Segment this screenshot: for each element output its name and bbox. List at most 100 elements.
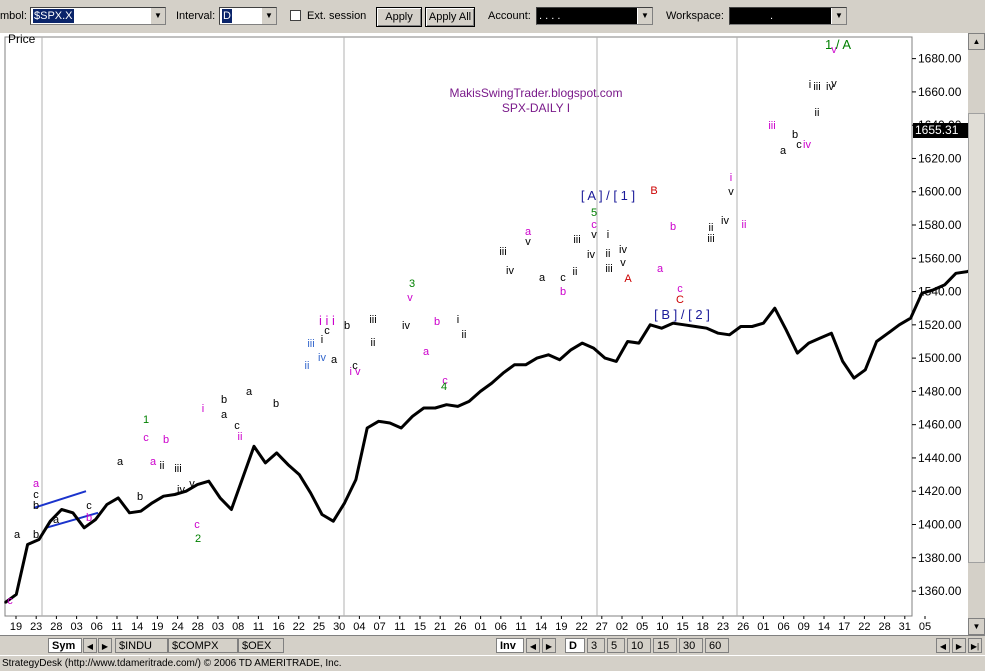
wave-label: 4 bbox=[441, 381, 447, 393]
y-tick-label: 1660.00 bbox=[918, 85, 962, 99]
plot-area bbox=[4, 36, 913, 617]
tab-interval-5[interactable]: 5 bbox=[607, 638, 625, 653]
price-point bbox=[570, 349, 572, 351]
x-tick-label: 04 bbox=[353, 621, 365, 633]
wave-label: A bbox=[624, 273, 632, 285]
x-tick-label: 26 bbox=[454, 621, 466, 633]
price-point bbox=[185, 490, 187, 493]
workspace-select[interactable]: . ▼ bbox=[729, 7, 847, 25]
apply-button[interactable]: Apply bbox=[376, 7, 422, 27]
account-label: Account: bbox=[488, 10, 531, 22]
x-tick-label: 08 bbox=[232, 621, 244, 633]
x-tick-label: 09 bbox=[798, 621, 810, 633]
wave-label: ii bbox=[371, 337, 376, 349]
x-tick-label: 03 bbox=[70, 621, 82, 633]
scroll-up-icon[interactable]: ▲ bbox=[968, 33, 985, 50]
tab-interval-15[interactable]: 15 bbox=[653, 638, 677, 653]
month-label: Jan 2013 bbox=[210, 633, 260, 635]
ext-session-checkbox[interactable] bbox=[290, 10, 301, 21]
wave-label: iv bbox=[721, 215, 729, 227]
account-select[interactable]: . . . . ▼ bbox=[536, 7, 653, 25]
tab-next-icon[interactable]: ▶ bbox=[542, 638, 556, 653]
price-chart[interactable]: 1360.00 1380.00 1400.00 1420.00 1440.00 1460.… bbox=[0, 32, 985, 635]
x-axis-labels: 19 23 28 03 06 11 14 19 24 28 03 08 11 16 22 25 30 04 07 11… bbox=[8, 616, 932, 635]
price-point bbox=[864, 369, 867, 371]
wave-label: c bbox=[324, 325, 330, 337]
workspace-label: Workspace: bbox=[666, 10, 724, 22]
price-point bbox=[909, 317, 912, 320]
price-point bbox=[683, 324, 685, 326]
wave-label: c bbox=[143, 432, 149, 444]
tab-interval-30[interactable]: 30 bbox=[679, 638, 703, 653]
tab-compx[interactable]: $COMPX bbox=[168, 638, 238, 653]
month-label: May 2013 bbox=[742, 633, 795, 635]
tab-inv[interactable]: Inv bbox=[496, 638, 524, 653]
wave-label: b bbox=[86, 512, 92, 524]
price-point bbox=[468, 400, 470, 403]
month-label: Dec 2012 bbox=[80, 633, 132, 635]
tab-interval-10[interactable]: 10 bbox=[627, 638, 651, 653]
price-point bbox=[479, 390, 482, 393]
channel-line bbox=[33, 490, 87, 509]
wave-label: 3 bbox=[409, 278, 415, 290]
price-point bbox=[253, 445, 255, 448]
scroll-right-icon[interactable]: ▶ bbox=[952, 638, 966, 653]
scroll-end-icon[interactable]: ▶| bbox=[968, 638, 982, 653]
chevron-down-icon[interactable]: ▼ bbox=[150, 8, 165, 24]
chevron-down-icon[interactable]: ▼ bbox=[831, 8, 846, 24]
month-label: Apr 2013 bbox=[600, 633, 649, 635]
wave-label: a bbox=[53, 514, 60, 526]
y-tick-label: 1560.00 bbox=[918, 251, 962, 265]
price-point bbox=[332, 520, 335, 522]
price-point bbox=[15, 593, 18, 596]
price-point bbox=[355, 478, 357, 481]
wave-label: i v bbox=[350, 366, 362, 378]
scroll-left-icon[interactable]: ◀ bbox=[936, 638, 950, 653]
price-point bbox=[762, 322, 765, 325]
price-point bbox=[660, 327, 663, 330]
price-point bbox=[196, 483, 199, 486]
tab-prev-icon[interactable]: ◀ bbox=[83, 638, 97, 653]
wave-label: c bbox=[194, 519, 200, 531]
scrollbar-thumb[interactable] bbox=[968, 113, 985, 563]
price-point bbox=[264, 462, 267, 464]
wave-label: b bbox=[434, 316, 440, 328]
price-point bbox=[38, 538, 40, 541]
vertical-scrollbar[interactable]: ▲ ▼ bbox=[968, 33, 985, 635]
scroll-down-icon[interactable]: ▼ bbox=[968, 618, 985, 635]
symbol-input[interactable]: $SPX.X ▼ bbox=[30, 7, 166, 25]
tab-indu[interactable]: $INDU bbox=[115, 638, 168, 653]
tab-interval-d[interactable]: D bbox=[565, 638, 585, 653]
x-tick-label: 05 bbox=[919, 621, 931, 633]
tab-interval-3[interactable]: 3 bbox=[587, 638, 605, 653]
chevron-down-icon[interactable]: ▼ bbox=[261, 8, 276, 24]
wave-label: v bbox=[189, 478, 195, 490]
tab-sym[interactable]: Sym bbox=[48, 638, 82, 653]
interval-select[interactable]: D ▼ bbox=[219, 7, 277, 25]
wave-label: c bbox=[677, 283, 683, 295]
symbol-label: mbol: bbox=[0, 10, 27, 22]
price-point bbox=[502, 372, 504, 374]
wave-label: b bbox=[163, 434, 169, 446]
wave-label: b bbox=[792, 129, 798, 141]
chart-grid bbox=[4, 36, 913, 617]
apply-all-button[interactable]: Apply All bbox=[425, 7, 475, 27]
x-tick-label: 11 bbox=[111, 621, 122, 633]
price-point bbox=[26, 543, 29, 546]
month-label: Feb 2013 bbox=[348, 633, 399, 635]
wave-label: a bbox=[14, 529, 21, 541]
wave-label: b bbox=[344, 320, 350, 332]
x-tick-label: 26 bbox=[737, 621, 749, 633]
price-point bbox=[547, 354, 550, 356]
wave-label: ii bbox=[606, 248, 611, 260]
tab-interval-60[interactable]: 60 bbox=[705, 638, 729, 653]
tab-oex[interactable]: $OEX bbox=[238, 638, 284, 653]
status-bar: StrategyDesk (http://www.tdameritrade.co… bbox=[0, 655, 985, 671]
price-point bbox=[513, 364, 516, 366]
price-point bbox=[875, 340, 878, 343]
chevron-down-icon[interactable]: ▼ bbox=[637, 8, 652, 24]
tab-next-icon[interactable]: ▶ bbox=[98, 638, 112, 653]
price-point bbox=[751, 325, 753, 328]
tab-prev-icon[interactable]: ◀ bbox=[526, 638, 540, 653]
x-tick-label: 06 bbox=[777, 621, 789, 633]
